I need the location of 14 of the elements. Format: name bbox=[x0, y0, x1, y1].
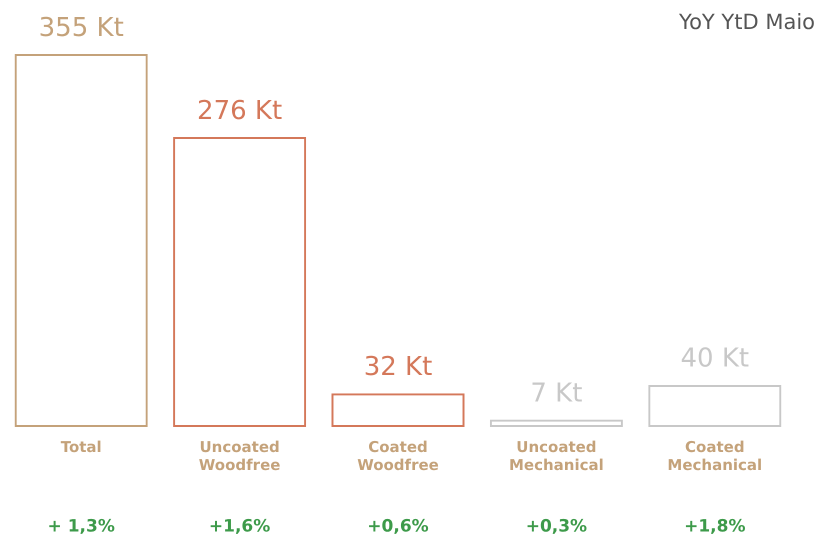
text: +0,3% bbox=[526, 516, 588, 536]
data-label: 32 Kt bbox=[364, 352, 432, 382]
x-tick-label: Coated Woodfree bbox=[357, 438, 439, 474]
text: +1,6% bbox=[208, 516, 270, 536]
x-tick-label: Total bbox=[60, 438, 102, 456]
chart-title: YoY YtD Maio bbox=[679, 10, 815, 34]
x-tick-label: Uncoated Woodfree bbox=[198, 438, 280, 474]
text: + 1,3% bbox=[48, 516, 115, 536]
x-tick-label: Coated Mechanical bbox=[667, 438, 762, 474]
text: +0,6% bbox=[367, 516, 429, 536]
text: +1,8% bbox=[684, 516, 746, 536]
data-label: 355 Kt bbox=[38, 12, 124, 43]
data-label: 276 Kt bbox=[197, 96, 282, 126]
x-tick-label: Uncoated Mechanical bbox=[509, 438, 604, 474]
